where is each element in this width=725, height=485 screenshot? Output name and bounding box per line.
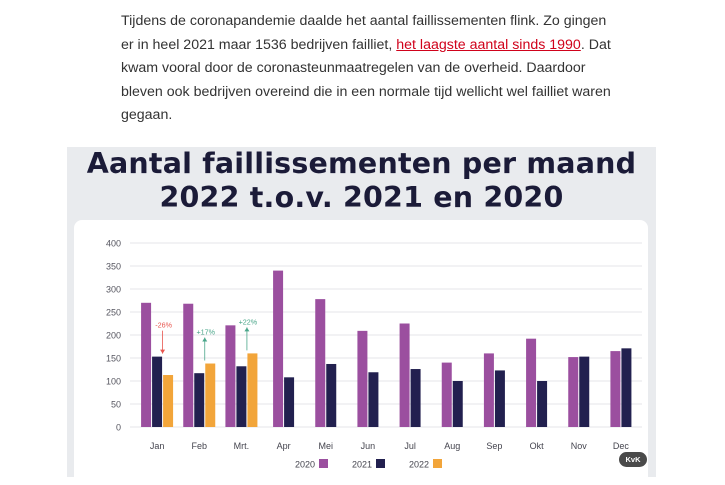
kvk-logo: KvK <box>619 452 647 467</box>
chart-card: 0 50 100 150 200 250 300 350 400 Jan Feb Mrt. Apr Mei… <box>74 220 648 477</box>
bar-2020 <box>315 299 326 427</box>
legend-label: 2022 <box>409 460 429 470</box>
bar-2021 <box>579 356 590 427</box>
bar-2020 <box>483 353 494 427</box>
legend-swatch-2020 <box>319 459 328 468</box>
article-text-before-link: Tijdens de coronapandemie daalde het aan… <box>121 13 607 53</box>
bar-2020 <box>183 303 194 427</box>
legend-swatch-2022 <box>433 459 442 468</box>
y-tick-label: 250 <box>106 308 121 318</box>
x-tick-label: Feb <box>191 441 207 451</box>
bar-2020 <box>357 330 368 427</box>
x-tick-label: Dec <box>613 441 630 451</box>
bar-2022 <box>163 375 174 427</box>
annotation-label: +22% <box>239 317 258 326</box>
bar-chart: 0 50 100 150 200 250 300 350 400 Jan Feb Mrt. Apr Mei… <box>106 239 642 470</box>
bar-2020 <box>441 362 452 427</box>
x-tick-label: Nov <box>571 441 588 451</box>
y-tick-label: 350 <box>106 262 121 272</box>
y-tick-label: 150 <box>106 354 121 364</box>
y-tick-label: 400 <box>106 239 121 249</box>
y-tick-label: 300 <box>106 285 121 295</box>
bar-2021 <box>452 381 463 427</box>
bar-2020 <box>568 357 579 427</box>
y-tick-label: 50 <box>111 400 121 410</box>
x-tick-label: Mrt. <box>234 441 250 451</box>
bar-2021 <box>410 369 421 427</box>
infographic-title-line2: 2022 t.o.v. 2021 en 2020 <box>159 181 564 214</box>
x-tick-label: Aug <box>444 441 460 451</box>
x-tick-label: Jul <box>404 441 416 451</box>
infographic: Aantal faillissementen per maand 2022 t.… <box>67 147 656 477</box>
bar-2022 <box>247 353 258 427</box>
article-link[interactable]: het laagste aantal sinds 1990 <box>396 36 581 53</box>
bar-2020 <box>526 338 537 427</box>
bar-2020 <box>399 323 410 427</box>
bar-2020 <box>610 351 621 427</box>
legend-label: 2020 <box>295 460 315 470</box>
annotation-label: +17% <box>196 328 215 337</box>
bar-2021 <box>152 356 163 427</box>
x-tick-label: Jan <box>150 441 165 451</box>
x-tick-label: Mei <box>318 441 333 451</box>
x-tick-label: Okt <box>530 441 545 451</box>
bar-2022 <box>205 363 216 427</box>
bar-2021 <box>537 381 548 427</box>
bar-2021 <box>368 372 379 427</box>
bar-2021 <box>326 363 337 427</box>
x-tick-label: Apr <box>277 441 291 451</box>
x-tick-label: Sep <box>486 441 502 451</box>
bar-2021 <box>621 348 632 427</box>
y-tick-label: 200 <box>106 331 121 341</box>
bar-2021 <box>236 366 247 427</box>
y-tick-label: 100 <box>106 377 121 387</box>
bar-2020 <box>273 270 284 427</box>
bar-2020 <box>141 302 152 427</box>
bar-2021 <box>284 377 295 427</box>
article-paragraph: Tijdens de coronapandemie daalde het aan… <box>121 10 611 128</box>
article-text-after-link: . Dat kwam vooral door de coronasteunmaa… <box>121 36 611 124</box>
bar-2021 <box>194 373 205 427</box>
bar-2021 <box>494 370 505 427</box>
annotation-arrowhead <box>160 349 166 354</box>
annotation-arrowhead <box>244 327 250 332</box>
y-tick-label: 0 <box>116 423 121 433</box>
legend-label: 2021 <box>352 460 372 470</box>
legend-swatch-2021 <box>376 459 385 468</box>
x-tick-label: Jun <box>361 441 376 451</box>
annotation-label: -26% <box>155 321 172 330</box>
annotation-arrowhead <box>202 337 208 342</box>
infographic-title-line1: Aantal faillissementen per maand <box>86 147 637 180</box>
bar-2020 <box>225 325 236 427</box>
